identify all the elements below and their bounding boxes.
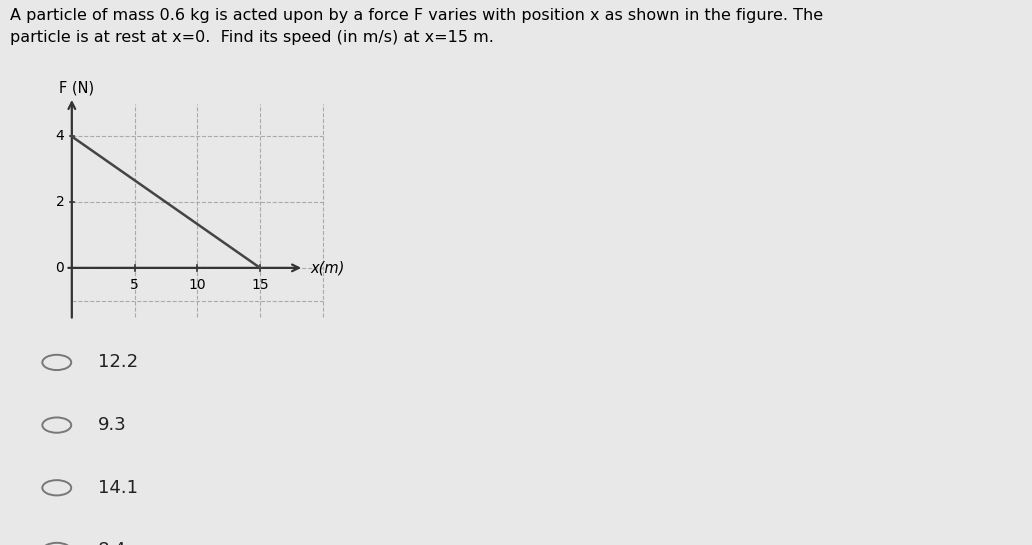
Text: 12.2: 12.2 [98,353,138,372]
Text: 8.4: 8.4 [98,541,127,545]
Text: 4: 4 [56,130,64,143]
Text: 9.3: 9.3 [98,416,127,434]
Text: 5: 5 [130,278,139,292]
Text: x(m): x(m) [311,261,345,275]
Text: 10: 10 [189,278,206,292]
Text: 14.1: 14.1 [98,479,138,497]
Text: 0: 0 [56,261,64,275]
Text: 2: 2 [56,195,64,209]
Text: F (N): F (N) [59,81,94,95]
Text: A particle of mass 0.6 kg is acted upon by a force F varies with position x as s: A particle of mass 0.6 kg is acted upon … [10,8,824,23]
Text: particle is at rest at x=0.  Find its speed (in m/s) at x=15 m.: particle is at rest at x=0. Find its spe… [10,30,494,45]
Text: 15: 15 [251,278,269,292]
